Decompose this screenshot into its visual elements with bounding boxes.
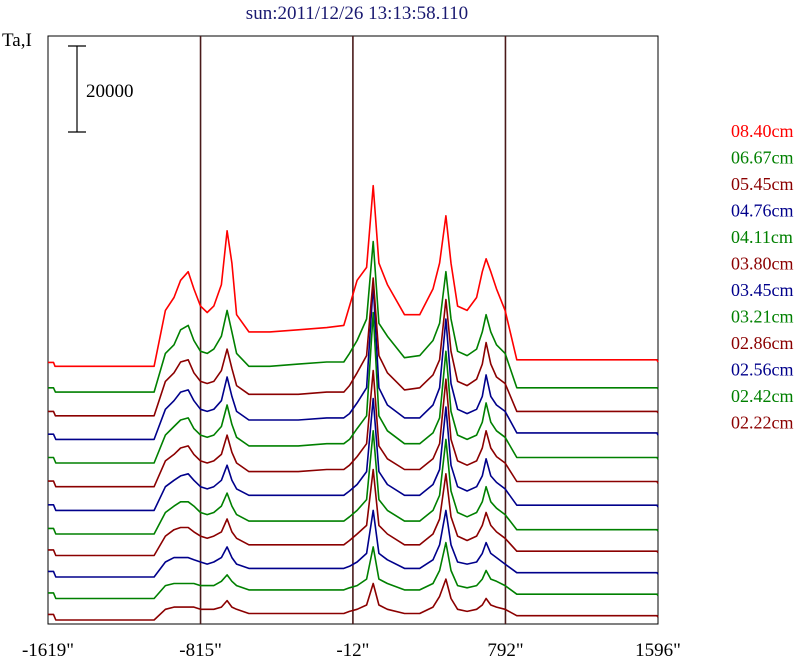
legend-entry: 04.11cm <box>731 227 793 247</box>
legend-entry: 03.80cm <box>731 254 794 274</box>
series-line-03-80cm <box>48 369 659 488</box>
x-tick-label: -1619" <box>22 640 74 661</box>
x-tick-label: 1596" <box>635 640 681 661</box>
series-line-02-22cm <box>48 578 659 621</box>
series-line-06-67cm <box>48 240 659 393</box>
legend-entry: 08.40cm <box>731 121 794 141</box>
series-line-08-40cm <box>48 184 659 368</box>
x-tick-label: 792" <box>487 640 523 661</box>
legend-entry: 05.45cm <box>731 174 794 194</box>
scale-bar-label: 20000 <box>86 81 134 102</box>
vertical-lines-group <box>199 36 507 624</box>
x-tick-labels-group: -1619" -815" -12" 792" 1596" <box>22 640 681 661</box>
chart-title: sun:2011/12/26 13:13:58.110 <box>246 3 468 24</box>
legend-entry: 04.76cm <box>731 201 794 221</box>
series-line-02-42cm <box>48 541 659 600</box>
legend-entry: 03.21cm <box>731 307 794 327</box>
legend-entry: 03.45cm <box>731 280 794 300</box>
legend-entry: 02.22cm <box>731 413 794 433</box>
y-axis-label: Ta,I <box>2 30 32 51</box>
series-line-04-76cm <box>48 283 659 441</box>
series-line-04-11cm <box>48 311 659 464</box>
series-lines-group <box>48 184 659 621</box>
scale-bar: 20000 <box>68 45 134 133</box>
legend: 08.40cm 06.67cm 05.45cm 04.76cm 04.11cm 03.80… <box>731 121 794 433</box>
series-line-05-45cm <box>48 277 659 417</box>
legend-entry: 06.67cm <box>731 148 794 168</box>
legend-entry: 02.56cm <box>731 360 794 380</box>
series-line-02-86cm <box>48 468 659 557</box>
x-tick-label: -815" <box>179 640 222 661</box>
series-line-03-45cm <box>48 397 659 512</box>
legend-entry: 02.86cm <box>731 333 794 353</box>
legend-entry: 02.42cm <box>731 386 794 406</box>
series-line-03-21cm <box>48 429 659 535</box>
x-tick-label: -12" <box>336 640 369 661</box>
series-line-02-56cm <box>48 509 659 578</box>
